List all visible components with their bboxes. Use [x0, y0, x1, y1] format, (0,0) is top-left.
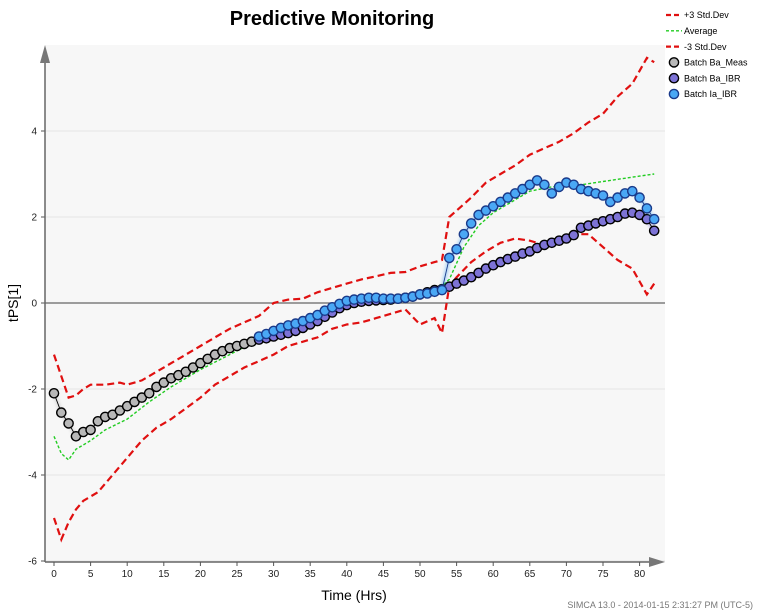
legend-swatch — [668, 72, 680, 84]
data-point — [85, 424, 96, 436]
x-tick-label: 25 — [231, 569, 243, 580]
data-point — [63, 418, 74, 429]
x-tick-label: 75 — [597, 569, 609, 580]
footer-timestamp: SIMCA 13.0 - 2014-01-15 2:31:27 PM (UTC-… — [567, 600, 753, 610]
legend-label: Batch Ba_Meas — [684, 58, 748, 68]
data-point — [648, 213, 660, 225]
y-tick-label: -4 — [28, 471, 37, 482]
data-point — [443, 252, 455, 264]
data-point — [546, 188, 558, 199]
legend-item: +3 Std.Dev — [666, 10, 729, 20]
data-point — [627, 185, 638, 197]
x-tick-label: 10 — [122, 569, 134, 580]
data-point — [56, 407, 67, 418]
x-tick-label: 30 — [268, 569, 280, 580]
legend-item: Batch Ba_IBR — [668, 72, 741, 84]
y-tick-label: -6 — [28, 557, 37, 568]
data-point — [451, 243, 462, 255]
data-point — [539, 179, 550, 191]
y-tick-label: 4 — [31, 127, 37, 138]
data-point — [458, 228, 470, 240]
x-tick-label: 20 — [195, 569, 207, 580]
series-plus-3-std-dev — [52, 56, 655, 399]
chart-title: Predictive Monitoring — [229, 8, 435, 30]
x-axis-title: Time (Hrs) — [321, 587, 387, 603]
legend-label: +3 Std.Dev — [684, 10, 729, 20]
legend-label: Batch Ba_IBR — [684, 73, 741, 83]
legend-label: Batch Ia_IBR — [684, 89, 738, 99]
legend-label: -3 Std.Dev — [684, 42, 727, 52]
y-axis-arrow — [40, 45, 50, 63]
data-point — [634, 192, 645, 203]
x-tick-label: 0 — [51, 569, 57, 580]
legend: +3 Std.Dev Average -3 Std.Dev Batch Ba_Meas… — [666, 10, 748, 100]
legend-item: Batch Ba_Meas — [668, 57, 748, 68]
legend-item: Average — [666, 26, 717, 36]
x-tick-label: 50 — [414, 569, 426, 580]
legend-item: Batch Ia_IBR — [668, 88, 738, 100]
data-point — [641, 203, 653, 214]
y-tick-label: -2 — [28, 385, 37, 396]
series-batch-ia-ibr — [253, 175, 660, 342]
x-axis-arrow — [649, 557, 665, 567]
x-tick-label: 55 — [451, 569, 463, 580]
x-tick-label: 80 — [634, 569, 646, 580]
x-tick-label: 70 — [561, 569, 573, 580]
y-axis-title: tPS[1] — [5, 284, 21, 322]
series-batch-ba-meas — [48, 336, 257, 442]
series-line — [52, 56, 655, 399]
x-tick-label: 35 — [305, 569, 317, 580]
series-layer — [48, 56, 660, 543]
legend-swatch — [668, 57, 680, 68]
data-point — [436, 284, 448, 296]
legend-swatch — [668, 88, 680, 100]
y-tick-label: 2 — [31, 213, 37, 224]
legend-item: -3 Std.Dev — [666, 42, 727, 52]
data-point — [648, 225, 660, 237]
x-tick-label: 15 — [158, 569, 170, 580]
data-point — [48, 387, 60, 399]
x-tick-label: 45 — [378, 569, 390, 580]
legend-label: Average — [684, 26, 717, 36]
x-tick-label: 40 — [341, 569, 353, 580]
x-tick-label: 65 — [524, 569, 536, 580]
grid-layer — [45, 130, 665, 562]
data-point — [465, 218, 477, 229]
x-tick-label: 5 — [88, 569, 94, 580]
data-point — [143, 387, 155, 399]
data-point — [597, 190, 609, 201]
data-point — [568, 229, 580, 241]
y-tick-label: 0 — [31, 299, 37, 310]
x-tick-label: 60 — [488, 569, 500, 580]
